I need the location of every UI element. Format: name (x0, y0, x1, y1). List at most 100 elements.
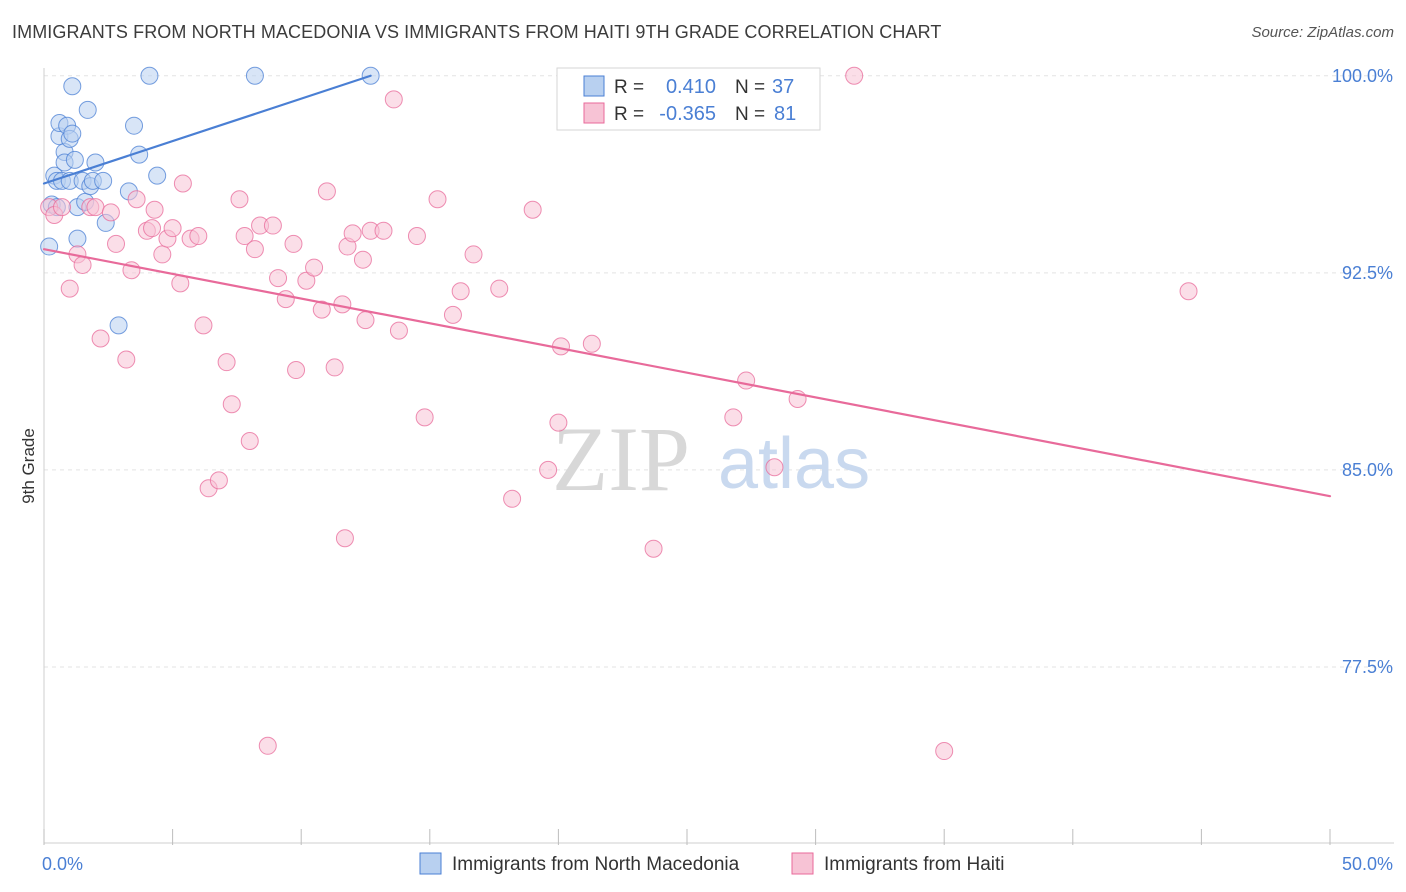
data-point-immigrants-from-north-macedonia (125, 116, 144, 135)
data-point-immigrants-from-haiti (407, 227, 426, 246)
x-tick-label: 50.0% (1342, 854, 1393, 874)
data-point-immigrants-from-haiti (297, 271, 316, 290)
data-point-immigrants-from-haiti (644, 539, 663, 558)
data-point-immigrants-from-haiti (276, 290, 295, 309)
data-point-immigrants-from-haiti (384, 90, 403, 109)
chart-title: IMMIGRANTS FROM NORTH MACEDONIA VS IMMIG… (12, 22, 942, 42)
stats-legend-swatch-north-macedonia (583, 75, 605, 97)
data-point-immigrants-from-haiti (549, 413, 568, 432)
data-point-immigrants-from-haiti (245, 240, 264, 259)
data-point-immigrants-from-haiti (523, 200, 542, 219)
data-point-immigrants-from-haiti (127, 190, 146, 209)
stats-legend-n-haiti: 81 (774, 103, 796, 125)
watermark: ZIP atlas (552, 408, 870, 510)
gridlines (44, 75, 1394, 668)
data-point-immigrants-from-haiti (724, 408, 743, 427)
stats-legend-n-north-macedonia: 37 (772, 76, 794, 98)
data-point-immigrants-from-haiti (235, 227, 254, 246)
data-point-immigrants-from-north-macedonia (63, 124, 82, 143)
series-legend-label-north-macedonia: Immigrants from North Macedonia (452, 854, 740, 875)
trendlines (42, 74, 1332, 498)
data-point-immigrants-from-haiti (258, 736, 277, 755)
data-point-immigrants-from-haiti (194, 316, 213, 335)
data-point-immigrants-from-haiti (765, 458, 784, 477)
watermark-zip: ZIP (552, 408, 690, 510)
data-point-immigrants-from-haiti (1179, 282, 1198, 301)
data-point-immigrants-from-haiti (222, 395, 241, 414)
data-point-immigrants-from-north-macedonia (78, 100, 97, 119)
data-point-immigrants-from-haiti (353, 250, 372, 269)
data-point-immigrants-from-haiti (464, 245, 483, 264)
data-point-immigrants-from-haiti (145, 200, 164, 219)
data-point-immigrants-from-haiti (335, 529, 354, 548)
stats-legend-swatch-haiti (583, 102, 605, 124)
data-point-immigrants-from-north-macedonia (63, 77, 82, 96)
data-point-immigrants-from-haiti (539, 460, 558, 479)
data-point-immigrants-from-haiti (209, 471, 228, 490)
y-tick-label: 85.0% (1342, 460, 1393, 480)
data-point-immigrants-from-north-macedonia (148, 166, 167, 185)
data-point-immigrants-from-haiti (428, 190, 447, 209)
series-haiti-points (40, 66, 1198, 761)
y-tick-label: 100.0% (1332, 66, 1393, 86)
data-point-immigrants-from-haiti (305, 258, 324, 277)
y-tick-label: 77.5% (1342, 657, 1393, 677)
data-point-immigrants-from-haiti (107, 234, 126, 253)
stats-legend-r-haiti: -0.365 (659, 103, 716, 125)
axes (43, 68, 1394, 845)
data-point-immigrants-from-haiti (287, 361, 306, 380)
data-point-immigrants-from-haiti (415, 408, 434, 427)
data-point-immigrants-from-haiti (356, 311, 375, 330)
data-point-immigrants-from-north-macedonia (40, 237, 59, 256)
stats-legend-r-north-macedonia: 0.410 (666, 76, 716, 98)
data-point-immigrants-from-haiti (53, 198, 72, 217)
y-tick-label: 92.5% (1342, 263, 1393, 283)
data-point-immigrants-from-haiti (374, 221, 393, 240)
data-point-immigrants-from-haiti (217, 353, 236, 372)
data-point-immigrants-from-north-macedonia (65, 150, 84, 169)
data-point-immigrants-from-haiti (73, 255, 92, 274)
data-point-immigrants-from-haiti (443, 305, 462, 324)
watermark-atlas: atlas (718, 424, 870, 504)
data-point-immigrants-from-haiti (935, 742, 954, 761)
data-point-immigrants-from-haiti (317, 182, 336, 201)
data-point-immigrants-from-haiti (343, 224, 362, 243)
data-point-immigrants-from-north-macedonia (86, 153, 105, 172)
stats-legend-r-label-haiti: R = (614, 104, 644, 125)
data-point-immigrants-from-north-macedonia (94, 171, 113, 190)
trendline-immigrants-from-haiti (42, 248, 1332, 498)
data-point-immigrants-from-haiti (240, 431, 259, 450)
series-legend: Immigrants from North Macedonia Immigran… (419, 852, 1005, 875)
data-point-immigrants-from-haiti (503, 489, 522, 508)
x-tick-labels: 0.0% 50.0% (42, 854, 1393, 874)
data-point-immigrants-from-haiti (582, 334, 601, 353)
data-point-immigrants-from-haiti (230, 190, 249, 209)
data-point-immigrants-from-haiti (173, 174, 192, 193)
data-point-immigrants-from-haiti (269, 269, 288, 288)
data-point-immigrants-from-haiti (86, 198, 105, 217)
data-point-immigrants-from-haiti (189, 227, 208, 246)
data-point-immigrants-from-haiti (325, 358, 344, 377)
data-point-immigrants-from-north-macedonia (109, 316, 128, 335)
data-point-immigrants-from-north-macedonia (245, 66, 264, 85)
stats-legend-r-label-north-macedonia: R = (614, 77, 644, 98)
trendline-immigrants-from-north-macedonia (42, 74, 372, 185)
y-axis-title: 9th Grade (19, 428, 38, 504)
data-point-immigrants-from-haiti (389, 321, 408, 340)
data-point-immigrants-from-haiti (845, 66, 864, 85)
data-point-immigrants-from-haiti (284, 234, 303, 253)
data-point-immigrants-from-haiti (737, 371, 756, 390)
series-legend-label-haiti: Immigrants from Haiti (824, 854, 1005, 875)
stats-legend: R = 0.410 N = 37 R = -0.365 N = 81 (556, 67, 821, 131)
source-credit: Source: ZipAtlas.com (1251, 24, 1394, 41)
x-tick-label: 0.0% (42, 854, 83, 874)
data-point-immigrants-from-haiti (153, 245, 172, 264)
series-legend-swatch-north-macedonia (419, 852, 442, 875)
data-point-immigrants-from-haiti (101, 203, 120, 222)
data-point-immigrants-from-haiti (163, 219, 182, 238)
stats-legend-n-label-haiti: N = (735, 104, 765, 125)
data-point-immigrants-from-haiti (490, 279, 509, 298)
data-point-immigrants-from-haiti (117, 350, 136, 369)
data-point-immigrants-from-north-macedonia (140, 66, 159, 85)
